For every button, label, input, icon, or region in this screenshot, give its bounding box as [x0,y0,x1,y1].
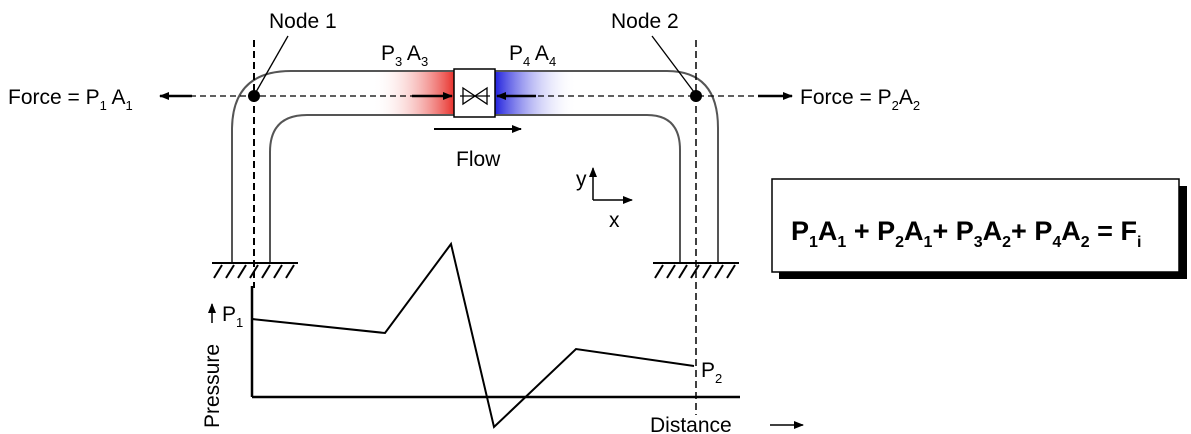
force-right-label: Force = P2A2 [800,86,920,113]
pressure-axis-title: Pressure [201,344,224,428]
pipe-inner-wall [269,114,681,263]
node2-dot [690,90,702,102]
axis-x-label: x [609,209,620,232]
node2-leader [651,35,695,93]
node1-label: Node 1 [269,10,337,33]
pressure-profile-line [251,241,695,429]
node2-label: Node 2 [611,10,679,33]
node1-dot [248,90,260,102]
p4a4-label: P4 A4 [509,42,556,69]
p2-label: P2 [701,359,722,386]
distance-axis-title: Distance [650,414,732,434]
flow-label: Flow [456,148,501,171]
p1-label: P1 [222,303,243,330]
valve-box [453,68,496,118]
downstream-pressure-zone [495,71,577,115]
p3a3-label: P3 A3 [381,42,428,69]
node1-leader [255,35,289,93]
force-balance-equation: P1A1 + P2A1+ P3A2+ P4A2 = Fi [791,216,1141,251]
axis-y-label: y [576,168,587,191]
upstream-pressure-zone [372,71,454,115]
pipe-outer-wall [231,70,719,263]
valve-icon [460,86,490,106]
equation-box [771,178,1180,273]
force-left-label: Force = P1 A1 [8,86,133,113]
